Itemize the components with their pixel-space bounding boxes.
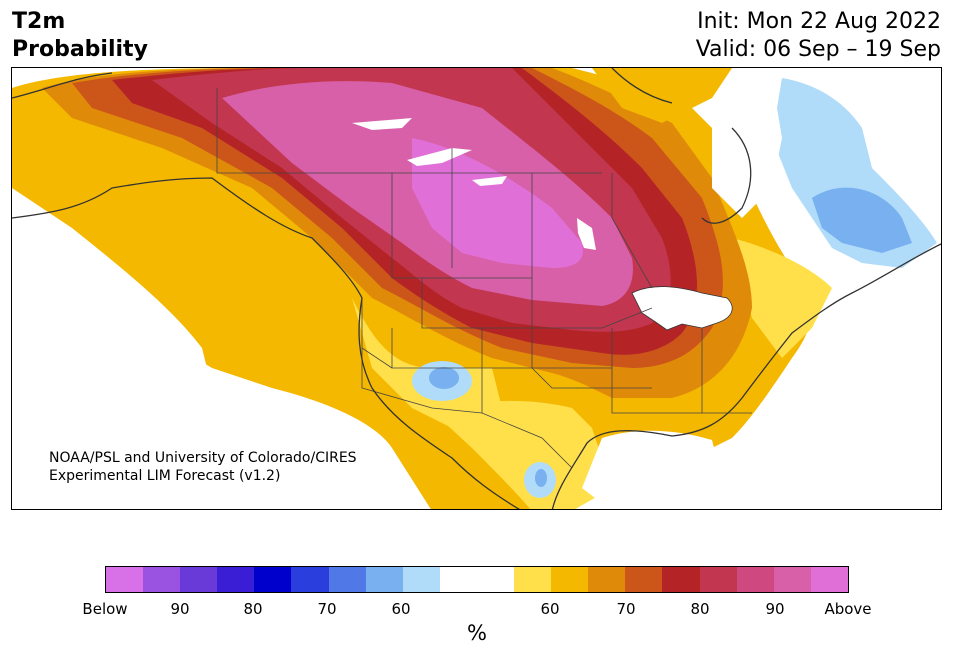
credit-text: NOAA/PSL and University of Colorado/CIRE… (49, 449, 357, 485)
colorbar-tick-label: 90 (765, 600, 785, 618)
region-above-max (412, 138, 583, 268)
map-canvas (12, 68, 941, 509)
lake-athabasca (472, 176, 507, 186)
great-bear-lake (352, 118, 412, 130)
map-title: T2m Probability (12, 8, 148, 64)
region-below-60-sw (429, 367, 459, 389)
colorbar-segment (254, 567, 292, 592)
great-lakes (631, 286, 733, 331)
lake-winnipeg (577, 218, 596, 250)
colorbar-tick-label: 80 (690, 600, 710, 618)
colorbar-tick-label: Below (82, 600, 128, 618)
colorbar-tick-label: 70 (616, 600, 636, 618)
colorbar-segment (328, 567, 366, 592)
ocean-gulf (582, 430, 722, 509)
ocean-atlantic (712, 268, 941, 509)
credit-line-2: Experimental LIM Forecast (v1.2) (49, 468, 281, 484)
colorbar-segment (180, 567, 218, 592)
colorbar-segment (217, 567, 255, 592)
region-below-60-mx (535, 469, 547, 487)
colorbar-segment (106, 567, 144, 592)
coastlines (12, 68, 941, 509)
colorbar-segment (291, 567, 329, 592)
credit-line-1: NOAA/PSL and University of Colorado/CIRE… (49, 450, 357, 466)
region-above-50-east (732, 238, 832, 358)
colorbar-tick-label: 70 (317, 600, 337, 618)
colorbar-segment (476, 567, 515, 592)
colorbar-segment (773, 567, 811, 592)
title-line-1: T2m (12, 9, 66, 34)
colorbar-segment (365, 567, 403, 592)
colorbar-segment (625, 567, 663, 592)
title-line-2: Probability (12, 37, 148, 62)
colorbar-segment (514, 567, 552, 592)
colorbar-tick-label: 60 (391, 600, 411, 618)
colorbar-segment (736, 567, 774, 592)
political-borders (216, 88, 752, 469)
forecast-dates: Init: Mon 22 Aug 2022 Valid: 06 Sep – 19… (696, 8, 941, 64)
colorbar-segment (588, 567, 626, 592)
colorbar (105, 566, 849, 593)
init-date: Init: Mon 22 Aug 2022 (697, 9, 941, 34)
hudson-bay-area (712, 78, 782, 218)
colorbar-tick-label: 90 (170, 600, 190, 618)
region-above-50-sw (352, 298, 502, 428)
region-below-60-ne (812, 187, 912, 253)
region-above-50-south (432, 400, 612, 509)
valid-date: Valid: 06 Sep – 19 Sep (695, 37, 941, 62)
colorbar-tick-label: Above (824, 600, 872, 618)
colorbar-unit: % (467, 621, 487, 645)
colorbar-segment (699, 567, 737, 592)
colorbar-tick-label: 80 (243, 600, 263, 618)
colorbar-segment (402, 567, 440, 592)
colorbar-segment (662, 567, 700, 592)
colorbar-segment (810, 567, 848, 592)
great-slave-lake (407, 148, 472, 166)
colorbar-segment (143, 567, 181, 592)
probability-map (11, 67, 942, 510)
colorbar-tick-label: 60 (540, 600, 560, 618)
ocean-pacific (12, 218, 321, 509)
colorbar-segment (439, 567, 477, 592)
colorbar-segment (551, 567, 589, 592)
